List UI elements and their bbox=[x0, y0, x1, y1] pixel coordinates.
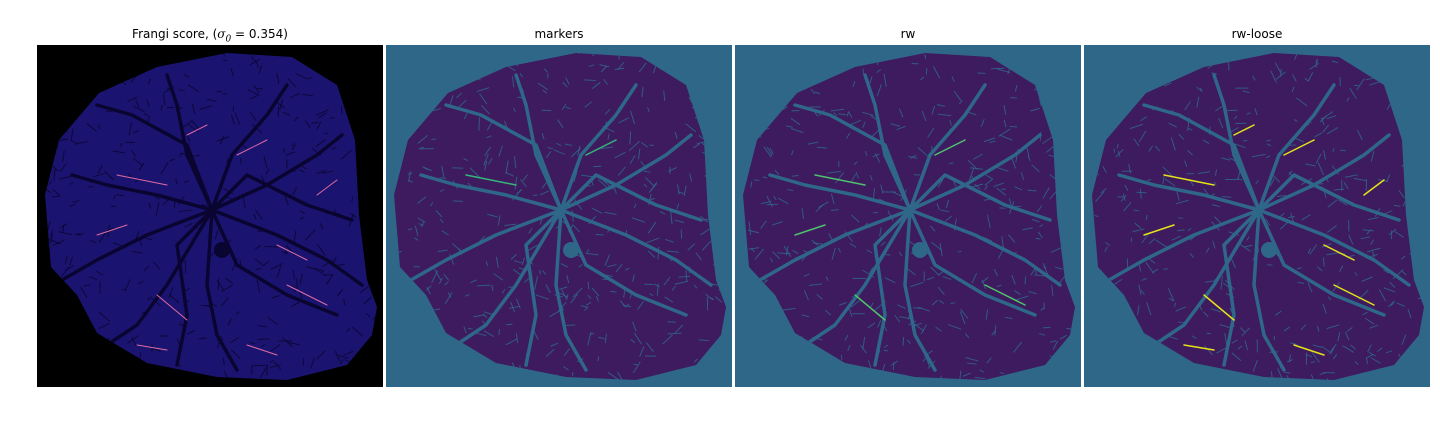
sigma-glyph: σ bbox=[217, 27, 226, 41]
rw-image bbox=[735, 45, 1081, 387]
sigma-symbol: σ0 bbox=[217, 27, 232, 45]
sigma-subscript: 0 bbox=[225, 34, 232, 45]
frangi-score-image bbox=[37, 45, 383, 387]
panel-title-frangi: Frangi score, (σ0 = 0.354) bbox=[37, 27, 383, 44]
rw-loose-image bbox=[1084, 45, 1430, 387]
frangi-score-canvas bbox=[37, 45, 383, 387]
markers-canvas bbox=[386, 45, 732, 387]
panel-title-rw: rw bbox=[900, 27, 916, 41]
panel-title-rw-loose: rw-loose bbox=[1231, 27, 1283, 41]
title-prefix: Frangi score, ( bbox=[132, 27, 218, 41]
panel-title-markers: markers bbox=[534, 27, 584, 41]
rw-canvas bbox=[735, 45, 1081, 387]
markers-image bbox=[386, 45, 732, 387]
title-suffix: = 0.354) bbox=[231, 27, 288, 41]
rw-loose-canvas bbox=[1084, 45, 1430, 387]
